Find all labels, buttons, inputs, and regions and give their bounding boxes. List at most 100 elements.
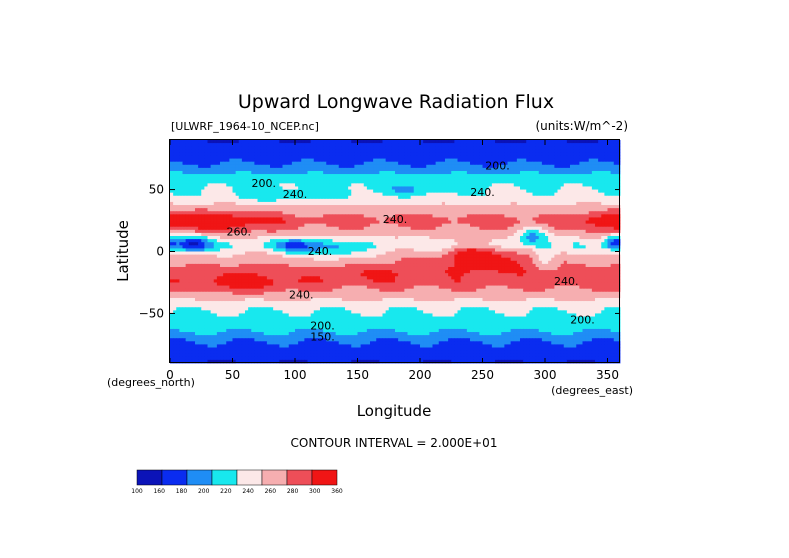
field-cell xyxy=(607,149,612,153)
field-cell xyxy=(560,198,565,203)
field-cell xyxy=(363,146,368,150)
field-cell xyxy=(498,232,502,237)
field-cell xyxy=(213,189,218,194)
field-cell xyxy=(573,167,577,172)
field-cell xyxy=(176,174,180,178)
field-cell xyxy=(341,155,346,159)
field-cell xyxy=(551,229,555,234)
field-cell xyxy=(307,140,312,144)
field-cell xyxy=(566,242,571,246)
field-cell xyxy=(323,186,327,190)
field-cell xyxy=(426,183,430,187)
field-cell xyxy=(341,152,346,156)
field-cell xyxy=(570,211,574,215)
field-cell xyxy=(448,245,452,249)
field-cell xyxy=(245,229,249,234)
field-cell xyxy=(613,180,618,184)
field-cell xyxy=(351,183,355,187)
field-cell xyxy=(241,232,246,237)
field-cell xyxy=(179,189,183,194)
field-cell xyxy=(516,242,521,246)
field-cell xyxy=(613,152,618,156)
field-cell xyxy=(273,242,277,246)
field-cell xyxy=(432,149,437,153)
field-cell xyxy=(404,201,408,206)
field-cell xyxy=(210,226,215,231)
field-cell xyxy=(285,149,290,153)
field-cell xyxy=(326,143,330,147)
field-cell xyxy=(395,189,399,194)
field-cell xyxy=(313,214,318,218)
field-cell xyxy=(601,242,605,246)
field-cell xyxy=(357,161,362,166)
field-cell xyxy=(338,192,343,197)
field-cell xyxy=(257,189,262,194)
field-cell xyxy=(232,201,237,206)
field-cell xyxy=(423,158,427,163)
field-cell xyxy=(182,201,187,206)
field-cell xyxy=(185,236,190,240)
field-cell xyxy=(301,236,305,240)
field-cell xyxy=(173,167,177,172)
field-cell xyxy=(173,205,177,209)
field-cell xyxy=(570,201,574,206)
field-cell xyxy=(316,208,321,212)
field-cell xyxy=(257,236,262,240)
field-cell xyxy=(498,164,502,169)
field-cell xyxy=(223,201,227,206)
field-cell xyxy=(338,229,343,234)
field-cell xyxy=(204,146,208,150)
field-cell xyxy=(379,214,383,218)
field-cell xyxy=(198,146,202,150)
field-cell xyxy=(276,146,280,150)
field-cell xyxy=(332,205,337,209)
field-cell xyxy=(357,152,362,156)
field-cell xyxy=(176,223,180,228)
field-cell xyxy=(245,205,249,209)
field-cell xyxy=(579,174,583,178)
field-cell xyxy=(473,186,477,190)
field-cell xyxy=(401,180,405,184)
field-cell xyxy=(482,180,487,184)
field-cell xyxy=(360,208,365,212)
field-cell xyxy=(604,236,608,240)
field-cell xyxy=(616,164,621,169)
field-cell xyxy=(460,208,465,212)
field-cell xyxy=(395,155,399,159)
field-cell xyxy=(548,164,552,169)
field-cell xyxy=(570,143,574,147)
field-cell xyxy=(204,211,208,215)
field-cell xyxy=(429,183,433,187)
field-cell xyxy=(238,164,243,169)
field-cell xyxy=(301,239,305,243)
field-cell xyxy=(601,164,605,169)
field-cell xyxy=(432,242,437,246)
field-cell xyxy=(557,155,562,159)
field-cell xyxy=(298,217,302,221)
field-cell xyxy=(595,152,599,156)
field-cell xyxy=(401,217,405,221)
field-cell xyxy=(191,211,196,215)
field-cell xyxy=(548,205,552,209)
field-cell xyxy=(545,177,549,181)
field-cell xyxy=(291,239,296,243)
field-cell xyxy=(595,155,599,159)
field-cell xyxy=(479,217,483,221)
field-cell xyxy=(366,192,371,197)
field-cell xyxy=(282,140,287,144)
field-cell xyxy=(579,239,583,243)
field-cell xyxy=(313,189,318,194)
field-cell xyxy=(276,245,280,249)
field-cell xyxy=(301,143,305,147)
field-cell xyxy=(385,164,390,169)
field-cell xyxy=(207,239,212,243)
field-cell xyxy=(451,143,455,147)
field-cell xyxy=(507,158,512,163)
field-cell xyxy=(607,158,612,163)
field-cell xyxy=(301,186,305,190)
field-cell xyxy=(238,170,243,175)
field-cell xyxy=(470,217,474,221)
field-cell xyxy=(557,214,562,218)
field-cell xyxy=(591,177,596,181)
field-cell xyxy=(245,236,249,240)
